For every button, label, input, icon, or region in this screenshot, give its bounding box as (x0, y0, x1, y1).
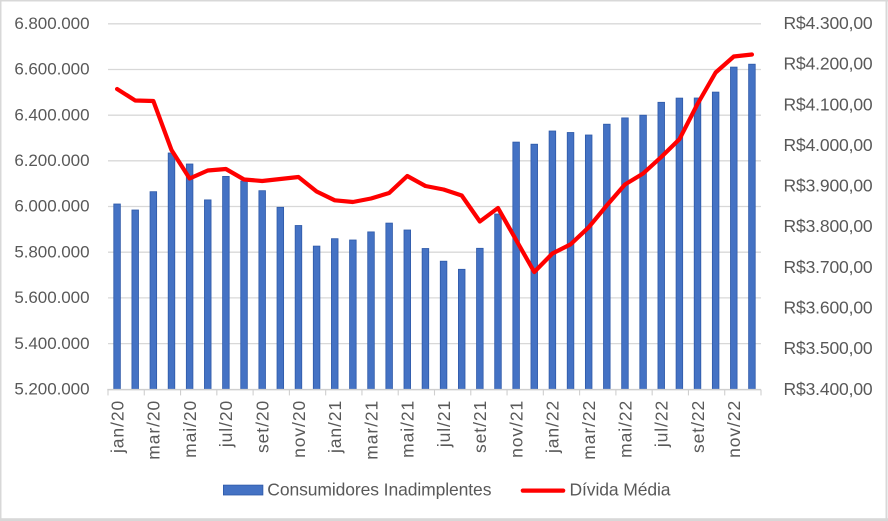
svg-text:jul/21: jul/21 (434, 400, 454, 448)
svg-text:5.600.000: 5.600.000 (14, 288, 89, 307)
svg-text:jan/20: jan/20 (107, 400, 127, 454)
svg-text:mar/20: mar/20 (144, 400, 164, 460)
svg-text:R$3.400,00: R$3.400,00 (784, 379, 873, 399)
svg-text:R$4.300,00: R$4.300,00 (784, 13, 873, 33)
svg-text:R$3.600,00: R$3.600,00 (784, 298, 873, 318)
svg-text:6.800.000: 6.800.000 (14, 14, 89, 33)
svg-text:nov/22: nov/22 (724, 400, 744, 458)
svg-text:set/21: set/21 (470, 400, 490, 453)
svg-text:R$4.000,00: R$4.000,00 (784, 135, 873, 155)
svg-text:nov/21: nov/21 (506, 400, 526, 458)
svg-text:Consumidores Inadimplentes: Consumidores Inadimplentes (267, 480, 491, 500)
svg-text:mar/22: mar/22 (579, 400, 599, 460)
svg-text:R$4.200,00: R$4.200,00 (784, 54, 873, 74)
svg-text:R$3.800,00: R$3.800,00 (784, 216, 873, 236)
svg-text:6.600.000: 6.600.000 (14, 60, 89, 79)
svg-text:5.200.000: 5.200.000 (14, 379, 89, 398)
svg-text:jan/22: jan/22 (543, 400, 563, 454)
svg-text:6.200.000: 6.200.000 (14, 151, 89, 170)
svg-text:6.400.000: 6.400.000 (14, 105, 89, 124)
svg-text:6.000.000: 6.000.000 (14, 197, 89, 216)
svg-text:mai/20: mai/20 (180, 400, 200, 458)
svg-text:5.400.000: 5.400.000 (14, 334, 89, 353)
svg-text:R$4.100,00: R$4.100,00 (784, 94, 873, 114)
svg-text:mai/21: mai/21 (398, 400, 418, 458)
svg-text:R$3.900,00: R$3.900,00 (784, 176, 873, 196)
svg-text:set/20: set/20 (252, 400, 272, 453)
svg-text:5.800.000: 5.800.000 (14, 242, 89, 261)
svg-text:jul/22: jul/22 (652, 400, 672, 448)
svg-text:R$3.500,00: R$3.500,00 (784, 338, 873, 358)
svg-text:jul/20: jul/20 (216, 400, 236, 448)
svg-text:mar/21: mar/21 (361, 400, 381, 460)
svg-text:jan/21: jan/21 (325, 400, 345, 454)
svg-text:set/22: set/22 (688, 400, 708, 453)
svg-text:R$3.700,00: R$3.700,00 (784, 257, 873, 277)
svg-text:Dívida Média: Dívida Média (570, 480, 671, 500)
svg-text:mai/22: mai/22 (615, 400, 635, 458)
svg-text:nov/20: nov/20 (289, 400, 309, 458)
